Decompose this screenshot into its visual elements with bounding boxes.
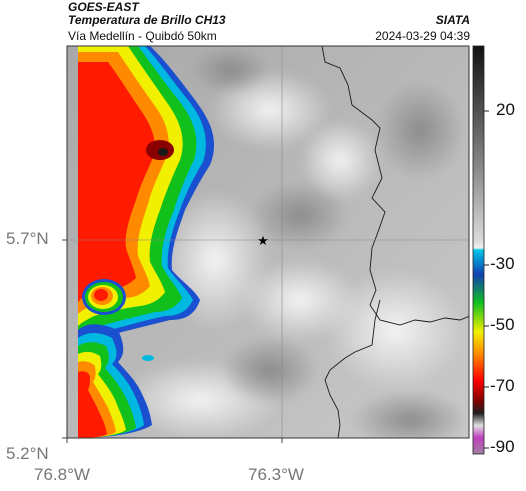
storm-upper-left	[78, 46, 215, 350]
lat-tick-label: 5.2°N	[6, 444, 49, 463]
admin-boundary	[321, 46, 469, 438]
cloud-texture	[120, 46, 469, 438]
colorbar-label: -90	[490, 437, 515, 456]
product-title: Temperatura de Brillo CH13	[68, 13, 226, 27]
plot-frame	[66, 45, 470, 439]
lon-tick-label: 76.3°W	[248, 465, 304, 484]
agency-label: SIATA	[435, 13, 470, 27]
lat-tick-label: 5.7°N	[6, 229, 49, 248]
datetime-label: 2024-03-29 04:39	[375, 29, 470, 43]
colorbar-label: -50	[490, 315, 515, 334]
satellite-name: GOES-EAST	[68, 0, 139, 14]
colorbar	[472, 45, 485, 455]
lon-tick-label: 76.8°W	[34, 465, 90, 484]
colorbar-label: -70	[490, 376, 515, 395]
colorbar-label: 20	[496, 100, 515, 119]
route-subtitle: Vía Medellín - Quibdó 50km	[68, 29, 217, 43]
storm-lower-left	[78, 279, 154, 438]
colorbar-label: -30	[490, 254, 515, 273]
gridlines	[67, 46, 469, 438]
axis-ticks	[62, 239, 283, 443]
colorbar-ticks	[484, 110, 489, 449]
star-marker: ★	[257, 234, 269, 249]
